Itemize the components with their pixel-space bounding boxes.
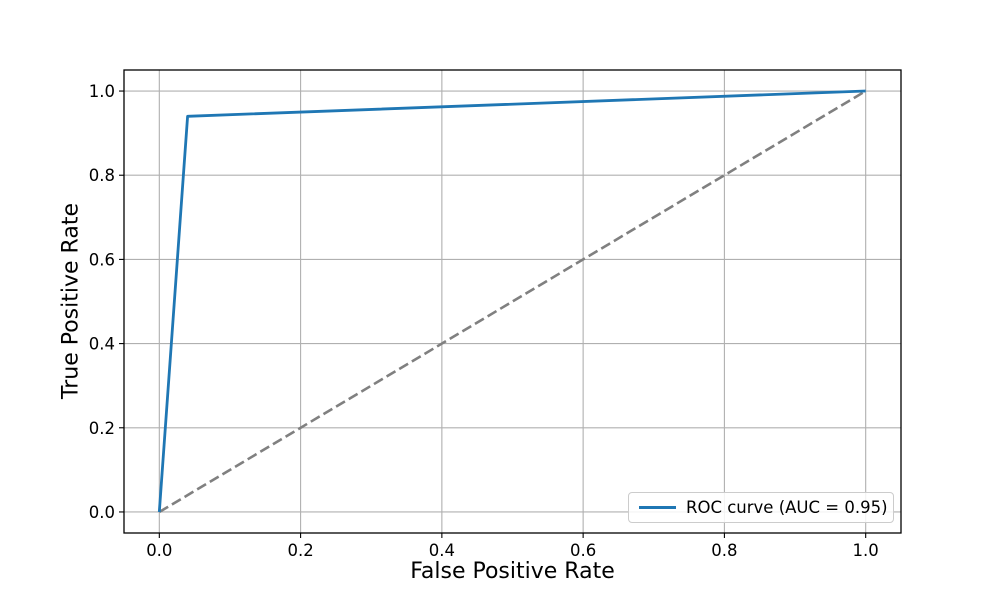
y-tick-label: 0.0	[89, 503, 115, 522]
y-tick-label: 0.4	[89, 335, 115, 354]
chance-diagonal-line	[158, 89, 867, 514]
x-tick-label: 0.4	[429, 541, 455, 560]
legend-label: ROC curve (AUC = 0.95)	[686, 498, 888, 517]
x-tick-label: 0.6	[570, 541, 596, 560]
roc-curve-line	[157, 89, 866, 513]
legend-line-sample	[639, 506, 676, 509]
legend: ROC curve (AUC = 0.95)	[628, 492, 894, 523]
x-tick-label: 0.8	[711, 541, 737, 560]
y-tick-label: 0.6	[89, 250, 115, 269]
y-tick-label: 1.0	[89, 82, 115, 101]
y-tick-label: 0.2	[89, 419, 115, 438]
x-tick-label: 1.0	[853, 541, 879, 560]
x-tick-label: 0.2	[287, 541, 313, 560]
y-axis-label: True Positive Rate	[58, 203, 84, 399]
plot-border	[123, 69, 902, 534]
x-axis-label: False Positive Rate	[410, 559, 615, 584]
y-tick-label: 0.8	[89, 166, 115, 185]
x-tick-label: 0.0	[146, 541, 172, 560]
